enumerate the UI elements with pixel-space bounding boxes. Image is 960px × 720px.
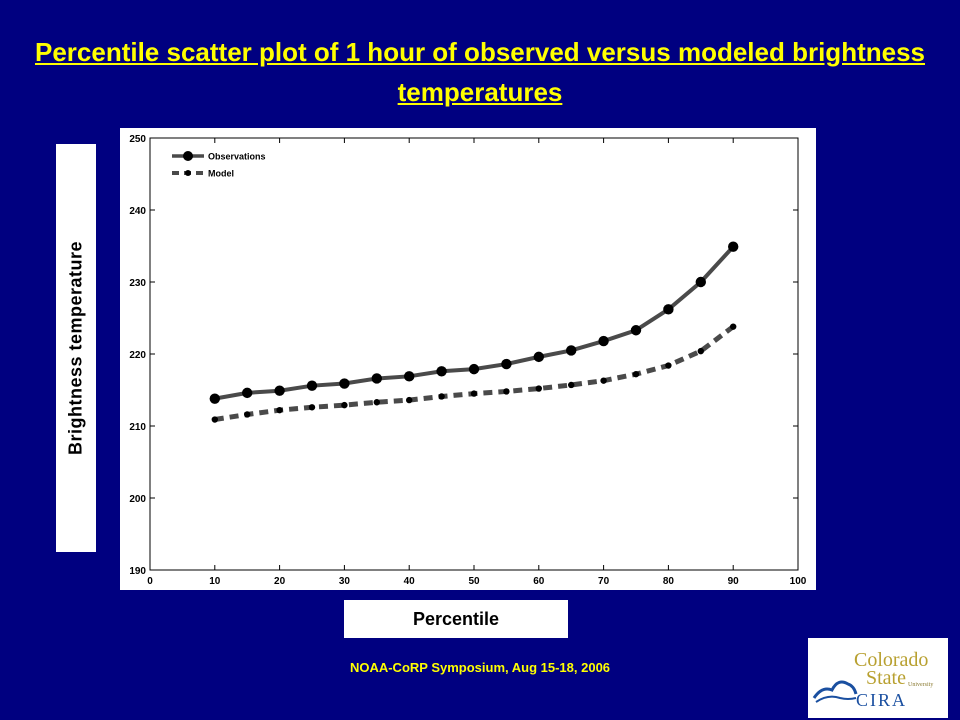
logo-university-text: University [908,682,934,688]
x-tick-label: 0 [147,576,153,587]
model-point [697,347,704,355]
x-tick-label: 30 [339,576,351,587]
y-tick-label: 210 [129,422,146,433]
cloud-swoosh-icon [812,680,858,703]
model-point [600,377,607,384]
legend-swatch-marker [185,170,191,176]
legend-label: Observations [208,152,266,162]
model-point [244,411,251,418]
x-tick-label: 50 [468,576,480,587]
y-tick-label: 200 [129,494,146,505]
observations-point [695,276,706,288]
chart-panel: 0 10 20 30 40 50 60 70 80 90 100 190 200 210 220 230 240… [120,128,816,590]
line-chart: 0 10 20 30 40 50 60 70 80 90 100 190 200 210 220 230 240… [129,134,807,587]
model-point [730,323,737,330]
y-axis-label: Brightness temperature [65,240,86,456]
observations-point [501,358,512,370]
footer-text: NOAA-CoRP Symposium, Aug 15-18, 2006 [349,660,611,675]
observations-point [468,363,480,375]
x-tick-label: 60 [533,576,545,587]
logo-colorado-text: Colorado [854,649,929,671]
observations-point [436,366,447,377]
y-tick-label: 190 [129,566,146,577]
legend-label: Model [208,169,234,179]
observations-point [728,241,739,252]
observations-point [339,378,350,389]
x-axis-label: Percentile [344,600,568,638]
model-point [211,416,218,423]
legend-swatch-marker [183,151,193,161]
model-point [373,399,380,406]
model-point [535,385,542,392]
csu-cira-logo: Colorado State University CIRA [808,638,948,718]
observations-point [630,325,642,336]
slide-title: Percentile scatter plot of 1 hour of obs… [34,37,925,107]
model-point [568,381,575,389]
observations-point [533,351,544,363]
observations-point [663,304,674,315]
model-point [665,362,672,369]
y-tick-label: 240 [129,206,146,217]
model-point [276,406,283,414]
x-tick-label: 70 [598,576,610,587]
logo-cira-text: CIRA [856,690,908,710]
observations-point [566,345,577,356]
observations-point [404,371,415,382]
observations-point [306,380,318,391]
model-point [503,388,510,395]
y-tick-label: 220 [129,350,146,361]
x-tick-label: 90 [728,576,740,587]
y-axis-label-box: Brightness temperature [56,144,96,552]
y-tick-label: 250 [129,134,146,145]
model-point [341,401,348,409]
y-tick-label: 230 [129,278,146,289]
observations-line [214,245,735,401]
model-point [470,390,478,397]
observations-point [598,335,609,347]
model-point [308,404,316,411]
model-point [438,393,445,400]
x-tick-label: 80 [663,576,675,587]
observations-point [371,373,382,384]
x-tick-label: 10 [209,576,221,587]
x-tick-label: 20 [274,576,286,587]
observations-point [274,385,285,396]
observations-point [209,393,220,404]
logo-state-text: State [866,667,906,689]
x-tick-label: 100 [790,576,807,587]
x-tick-label: 40 [404,576,416,587]
observations-point [242,387,253,399]
model-point [406,396,413,404]
model-point [632,370,640,378]
